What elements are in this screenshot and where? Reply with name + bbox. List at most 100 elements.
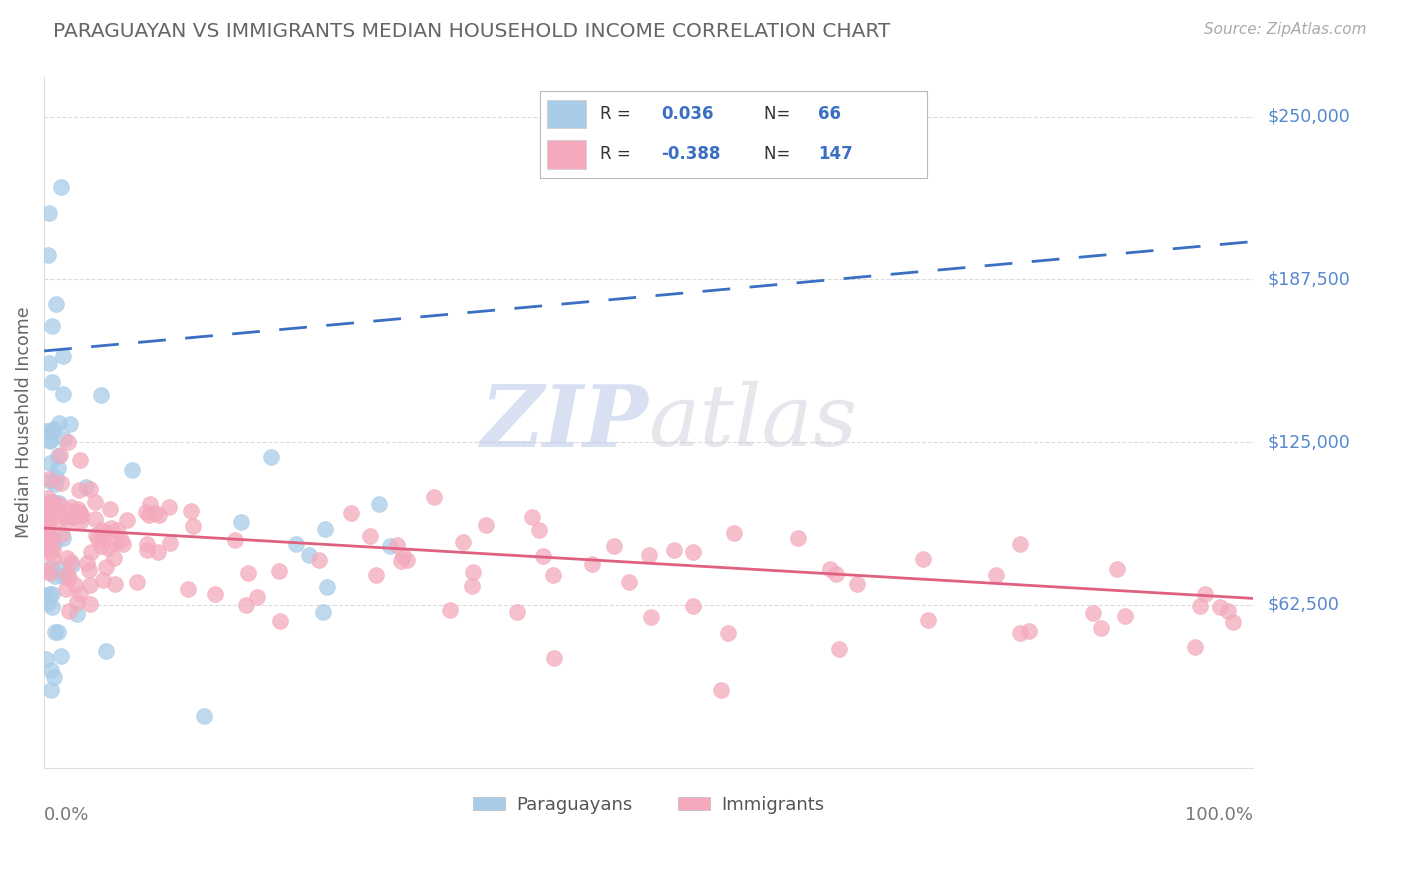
Point (70, 509, 93, 524)
Point (37, 491, 59, 505)
Point (34, 541, 56, 556)
Point (60, 555, 83, 569)
Point (246, 590, 269, 604)
Point (80, 545, 103, 559)
Point (52, 568, 75, 582)
Point (53, 509, 76, 524)
Point (39, 561, 62, 575)
Point (37, 524, 59, 538)
Point (1184, 640, 1206, 654)
Point (825, 566, 848, 581)
Point (35, 517, 58, 532)
Point (51, 179, 73, 194)
Point (105, 523, 128, 537)
Point (115, 512, 138, 526)
Point (49, 476, 72, 491)
Point (51, 349, 73, 363)
Point (1081, 606, 1104, 620)
Text: 100.0%: 100.0% (1185, 805, 1253, 823)
Point (56, 513, 79, 527)
Point (366, 568, 388, 582)
Point (284, 537, 307, 551)
Point (984, 568, 1007, 582)
Point (48, 417, 70, 431)
Point (39, 545, 62, 559)
Point (79, 483, 101, 497)
Point (159, 535, 181, 549)
Point (37, 518, 59, 533)
Point (828, 641, 851, 656)
Point (38, 514, 60, 528)
Point (297, 548, 319, 562)
Point (312, 606, 335, 620)
Point (48, 448, 70, 462)
Point (52, 387, 75, 401)
Point (41, 375, 63, 389)
Point (1216, 604, 1239, 618)
Text: $125,000: $125,000 (1267, 434, 1350, 451)
Point (135, 537, 157, 551)
Point (84, 527, 107, 541)
Point (38, 433, 60, 447)
Point (41, 543, 63, 558)
Point (52, 432, 75, 446)
Point (1222, 615, 1244, 630)
Point (1008, 537, 1031, 551)
Point (38, 472, 60, 486)
Point (38, 456, 60, 470)
Point (96, 560, 118, 574)
Point (193, 708, 215, 723)
Point (1114, 608, 1136, 623)
Point (269, 614, 291, 628)
Point (69, 515, 91, 529)
Point (439, 602, 461, 616)
Point (148, 508, 170, 522)
Point (35, 534, 58, 549)
Point (70, 507, 93, 521)
Point (125, 574, 148, 589)
Text: ZIP: ZIP (481, 381, 648, 465)
Point (55, 582, 77, 596)
Point (58, 603, 80, 617)
Point (41, 587, 63, 601)
Point (59, 500, 82, 514)
Point (34, 588, 56, 602)
Point (69, 587, 91, 601)
Point (423, 490, 446, 504)
Point (42, 498, 65, 512)
Point (1008, 626, 1031, 640)
Point (35, 508, 58, 522)
Point (42, 495, 65, 509)
Point (204, 587, 226, 601)
Point (638, 548, 661, 562)
Point (38, 535, 60, 549)
Point (41, 318, 63, 333)
Point (543, 651, 565, 665)
Point (58, 571, 80, 585)
Point (121, 463, 143, 477)
Point (42, 422, 65, 436)
Point (38, 587, 60, 601)
Point (46, 449, 69, 463)
Point (787, 531, 810, 545)
Point (42, 669, 65, 683)
Point (65, 607, 87, 622)
Point (100, 521, 122, 535)
Point (104, 577, 127, 591)
Point (49, 648, 72, 663)
Point (640, 610, 662, 624)
Point (37, 247, 59, 261)
Point (664, 542, 686, 557)
Point (340, 506, 363, 520)
Point (44, 569, 66, 583)
Point (60, 558, 83, 573)
Point (67, 483, 90, 498)
Point (41, 663, 63, 677)
Text: PARAGUAYAN VS IMMIGRANTS MEDIAN HOUSEHOLD INCOME CORRELATION CHART: PARAGUAYAN VS IMMIGRANTS MEDIAN HOUSEHOL… (53, 22, 890, 41)
Point (56, 550, 79, 565)
Text: 0.0%: 0.0% (44, 805, 90, 823)
Y-axis label: Median Household Income: Median Household Income (15, 307, 32, 539)
Point (1018, 624, 1040, 639)
Point (308, 552, 330, 566)
Point (79, 578, 101, 592)
